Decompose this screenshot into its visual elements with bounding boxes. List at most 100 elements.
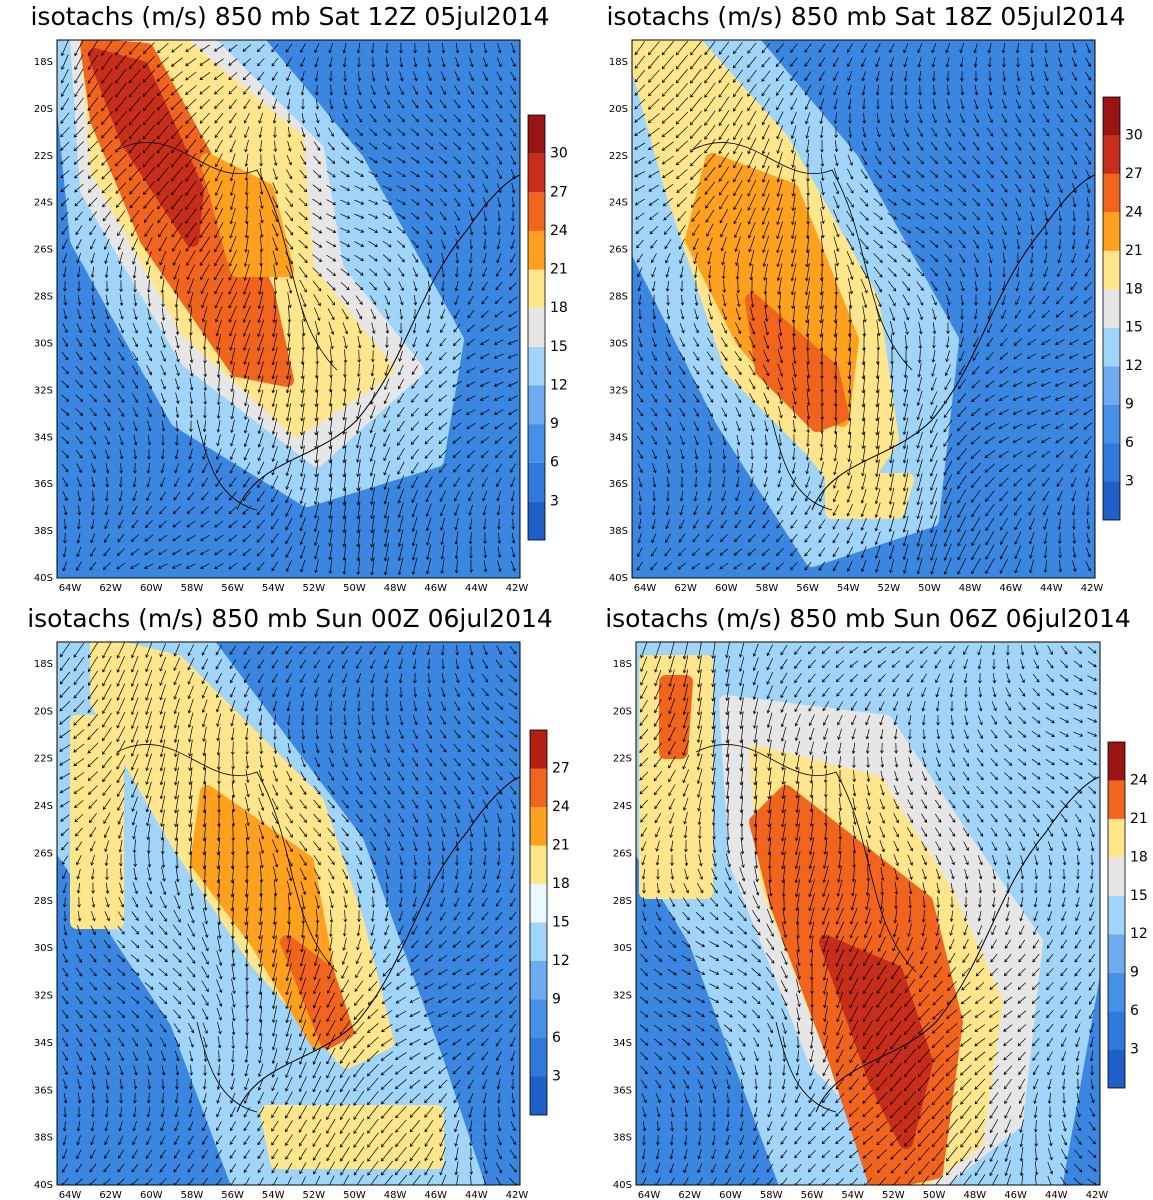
colorbar-box [1108,1011,1125,1050]
colorbar-box [1103,327,1120,367]
colorbar-label: 24 [1125,204,1143,220]
lon-label: 54W [262,1190,285,1200]
colorbar-box [530,884,547,923]
colorbar-box [1103,289,1120,328]
wind-vectors [59,642,518,1185]
colorbar-label: 9 [552,992,561,1008]
lat-label: 30S [34,943,53,954]
colorbar-box [530,961,547,1000]
lon-label: 44W [1040,583,1063,594]
colorbar-label: 6 [1130,1003,1139,1019]
coastline [236,174,520,511]
lat-label: 22S [34,754,53,765]
lon-label: 62W [99,1190,122,1200]
wind-region [825,473,914,519]
map-frame [635,641,1101,1186]
colorbar-label: 30 [1125,127,1143,143]
panel-title: isotachs (m/s) 850 mb Sat 18Z 05jul2014 [606,2,1125,31]
wind-vectors [639,642,1098,1185]
colorbar-label: 21 [1125,243,1143,259]
lon-label: 42W [506,1190,529,1200]
lon-label: 56W [801,1190,824,1200]
colorbar-box [530,1076,547,1115]
lon-label: 46W [1004,1190,1027,1200]
colorbar-label: 27 [550,184,568,200]
map: 18S 20S 22S 24S 26S 28S 30S 32S 34S 36S 38S 40S 64W 6… [34,39,528,594]
colorbar-label: 6 [550,455,559,471]
lon-label: 58W [756,583,779,594]
lat-label: 40S [609,573,628,584]
colorbar-label: 24 [552,799,570,815]
colorbar-label: 15 [550,339,568,355]
colorbar-box [1103,404,1120,444]
colorbar-label: 3 [1130,1042,1139,1058]
colorbar-label: 9 [1130,965,1139,981]
border [691,142,913,511]
border [695,744,917,1113]
map-field [636,642,1100,1185]
lon-label: 46W [999,583,1022,594]
colorbar-label: 12 [1125,358,1143,374]
colorbar-label: 6 [1125,435,1134,451]
lat-label: 18S [613,659,632,670]
colorbar-box [1103,443,1120,482]
colorbar-box [1103,97,1120,136]
colorbar-label: 18 [1125,281,1143,297]
colorbar-box [1108,934,1125,973]
colorbar-label: 3 [552,1069,561,1085]
map-field [57,642,520,1185]
lon-label: 64W [59,583,82,594]
colorbar-box [1108,895,1125,935]
lon-label: 48W [384,1190,407,1200]
colorbar-label: 24 [1130,772,1148,788]
lon-label: 60W [140,583,163,594]
lon-label: 50W [918,583,941,594]
lat-label: 40S [34,573,53,584]
lat-label: 36S [34,1085,53,1096]
lat-label: 20S [613,706,632,717]
lat-label: 28S [609,292,628,303]
lon-label: 44W [465,1190,488,1200]
lon-label: 50W [923,1190,946,1200]
lon-label: 48W [964,1190,987,1200]
lon-label: 50W [343,1190,366,1200]
panel-title: isotachs (m/s) 850 mb Sun 06Z 06jul2014 [605,604,1131,633]
lat-label: 18S [609,57,628,68]
colorbar-label: 6 [552,1030,561,1046]
lat-label: 28S [34,896,53,907]
colorbar-box [528,462,545,502]
colorbar-box [528,308,545,347]
lon-label: 44W [465,583,488,594]
colorbar-box [1103,481,1120,520]
lat-label: 20S [34,706,53,717]
colorbar-label: 12 [552,953,570,969]
colorbar-label: 9 [1125,397,1134,413]
lat-label: 24S [34,198,53,209]
lat-label: 26S [34,245,53,256]
lat-label: 22S [613,754,632,765]
lat-label: 20S [34,104,53,115]
lon-label: 62W [678,1190,701,1200]
colorbar-box [1103,250,1120,290]
colorbar-box [1103,173,1120,213]
lon-label: 48W [384,583,407,594]
colorbar-label: 27 [1125,166,1143,182]
lat-label: 24S [34,801,53,812]
lat-label: 34S [34,1038,53,1049]
lon-label: 56W [796,583,819,594]
colorbar-box [528,385,545,425]
lat-label: 32S [34,991,53,1002]
map: 18S 20S 22S 24S 26S 28S 30S 32S 34S 36S 38S 40S 64W 6… [609,39,1103,594]
colorbar-box [528,115,545,154]
lat-label: 28S [34,292,53,303]
lat-label: 38S [34,526,53,537]
lon-label: 52W [303,1190,326,1200]
colorbar-label: 9 [550,416,559,432]
lon-label: 48W [959,583,982,594]
lat-label: 30S [613,943,632,954]
wind-region [659,675,693,759]
colorbar-box [528,192,545,231]
colorbar-label: 27 [552,761,570,777]
colorbar-box [1103,366,1120,405]
border [116,744,338,1113]
